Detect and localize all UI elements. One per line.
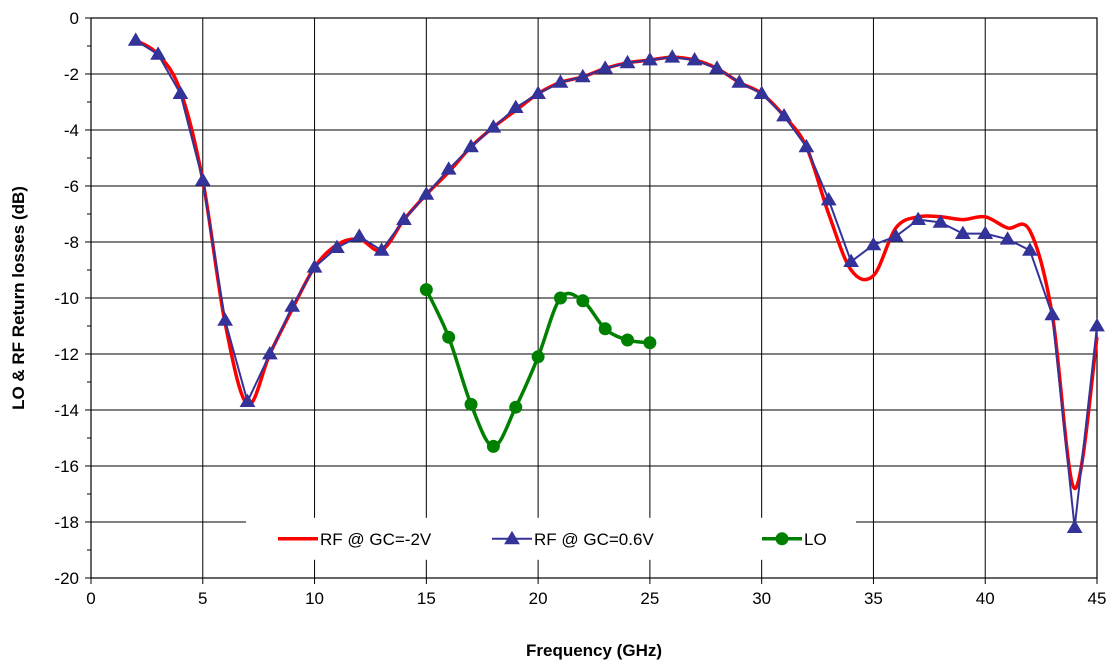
legend-label: RF @ GC=0.6V — [534, 530, 654, 549]
legend-entry-rf-gc-2v: RF @ GC=-2V — [278, 530, 432, 549]
y-tick-label: -14 — [54, 401, 79, 420]
data-point — [440, 161, 457, 175]
y-tick-label: -4 — [64, 121, 79, 140]
series — [127, 32, 1105, 533]
data-point — [865, 236, 882, 251]
y-tick-label: -18 — [54, 513, 79, 532]
plot-frame — [90, 17, 1098, 579]
data-point — [1066, 519, 1083, 533]
data-point — [731, 74, 748, 88]
legend-marker — [504, 530, 520, 545]
data-point — [798, 138, 815, 153]
data-point — [709, 60, 725, 74]
data-point — [932, 214, 949, 228]
x-tick-label: 25 — [640, 589, 659, 608]
legend-label: RF @ GC=-2V — [320, 530, 432, 549]
x-axis-title: Frequency (GHz) — [526, 641, 662, 660]
data-point — [1089, 318, 1105, 332]
data-point — [910, 211, 927, 225]
data-point — [999, 231, 1016, 245]
data-point — [486, 439, 500, 453]
data-point — [351, 228, 368, 242]
grid — [90, 17, 1098, 579]
x-tick-label: 35 — [864, 589, 883, 608]
y-tick-label: -10 — [54, 289, 79, 308]
data-point — [306, 259, 323, 273]
legend-marker — [775, 532, 789, 546]
data-point — [1044, 306, 1061, 321]
data-point — [598, 322, 612, 336]
data-point — [753, 85, 770, 99]
data-point — [507, 99, 524, 113]
data-point — [172, 85, 189, 99]
data-point — [887, 228, 904, 242]
y-tick-label: -12 — [54, 345, 79, 364]
data-point — [485, 119, 502, 133]
x-tick-label: 45 — [1088, 589, 1107, 608]
y-tick-label: 0 — [70, 9, 79, 28]
data-point — [1022, 242, 1038, 256]
x-tick-label: 40 — [976, 589, 995, 608]
data-point — [418, 186, 435, 200]
data-point — [686, 52, 703, 66]
data-point — [843, 253, 859, 267]
axes: 0 -2 -4 -6 -8 -10 -12 -14 -16 -18 -20 0 5 10 15 20 25 30 3… — [54, 9, 1106, 608]
data-point — [419, 283, 433, 297]
data-point — [642, 52, 658, 66]
data-point — [954, 225, 971, 239]
data-point — [464, 397, 478, 411]
data-point — [127, 32, 144, 46]
data-point — [463, 138, 479, 153]
data-point — [194, 172, 211, 186]
series-line — [134, 38, 1099, 491]
data-point — [776, 108, 792, 122]
data-point — [621, 333, 635, 347]
data-point — [284, 298, 301, 312]
data-point — [329, 239, 345, 253]
series-lo — [419, 283, 657, 453]
series-line — [135, 39, 1098, 529]
series-rf-gc-0-6v — [127, 32, 1105, 533]
data-point — [396, 211, 412, 225]
data-point — [261, 346, 278, 360]
legend-entry-rf-gc-0-6v: RF @ GC=0.6V — [492, 530, 654, 549]
data-point — [576, 294, 590, 308]
data-point — [597, 60, 614, 74]
x-tick-label: 10 — [305, 589, 324, 608]
legend: RF @ GC=-2V RF @ GC=0.6V LO — [246, 517, 856, 560]
data-point — [977, 225, 994, 239]
y-axis-title: LO & RF Return losses (dB) — [9, 186, 28, 410]
data-point — [553, 291, 567, 305]
y-tick-label: -20 — [54, 569, 79, 588]
data-point — [531, 350, 545, 364]
data-point — [574, 68, 591, 83]
data-point — [239, 393, 256, 407]
x-tick-label: 20 — [529, 589, 548, 608]
y-tick-label: -6 — [64, 177, 79, 196]
y-tick-label: -2 — [64, 65, 79, 84]
data-point — [530, 85, 546, 99]
data-point — [619, 54, 636, 69]
x-tick-label: 0 — [86, 589, 95, 608]
x-tick-label: 5 — [198, 589, 207, 608]
legend-label: LO — [804, 530, 827, 549]
data-point — [150, 46, 166, 60]
data-point — [552, 74, 569, 88]
data-point — [373, 242, 390, 256]
data-point — [643, 336, 657, 350]
x-tick-label: 15 — [417, 589, 436, 608]
data-point — [217, 312, 234, 326]
legend-background — [246, 517, 856, 560]
data-point — [820, 192, 837, 206]
y-tick-label: -8 — [64, 233, 79, 252]
series-rf-gc-2v — [134, 38, 1099, 491]
legend-entry-lo: LO — [762, 530, 827, 549]
data-point — [509, 400, 523, 414]
data-point — [664, 49, 681, 63]
data-point — [442, 330, 456, 344]
y-tick-label: -16 — [54, 457, 79, 476]
x-tick-label: 30 — [752, 589, 771, 608]
